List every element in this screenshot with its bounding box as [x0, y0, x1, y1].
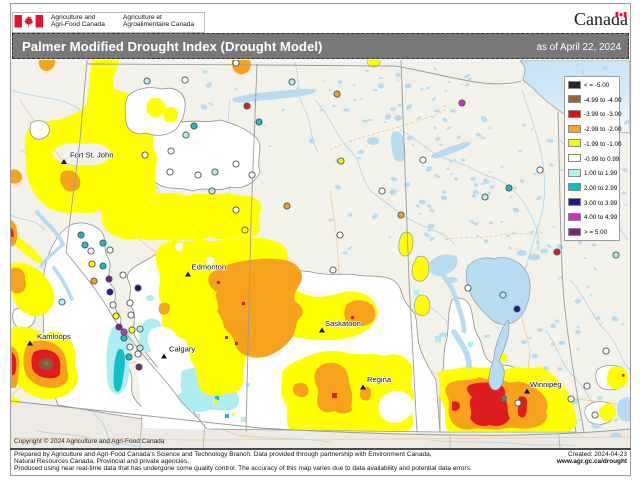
svg-text:Calgary: Calgary [169, 345, 195, 354]
svg-text:Saskatoon: Saskatoon [325, 319, 361, 328]
svg-text:Kamloops: Kamloops [37, 332, 71, 341]
svg-text:Winnipeg: Winnipeg [530, 380, 562, 389]
svg-text:Copyright © 2024 Agriculture a: Copyright © 2024 Agriculture and Agri-Fo… [14, 437, 165, 445]
svg-text:Edmonton: Edmonton [192, 263, 227, 272]
svg-text:Regina: Regina [367, 375, 392, 384]
svg-text:Fort St. John: Fort St. John [70, 151, 113, 160]
